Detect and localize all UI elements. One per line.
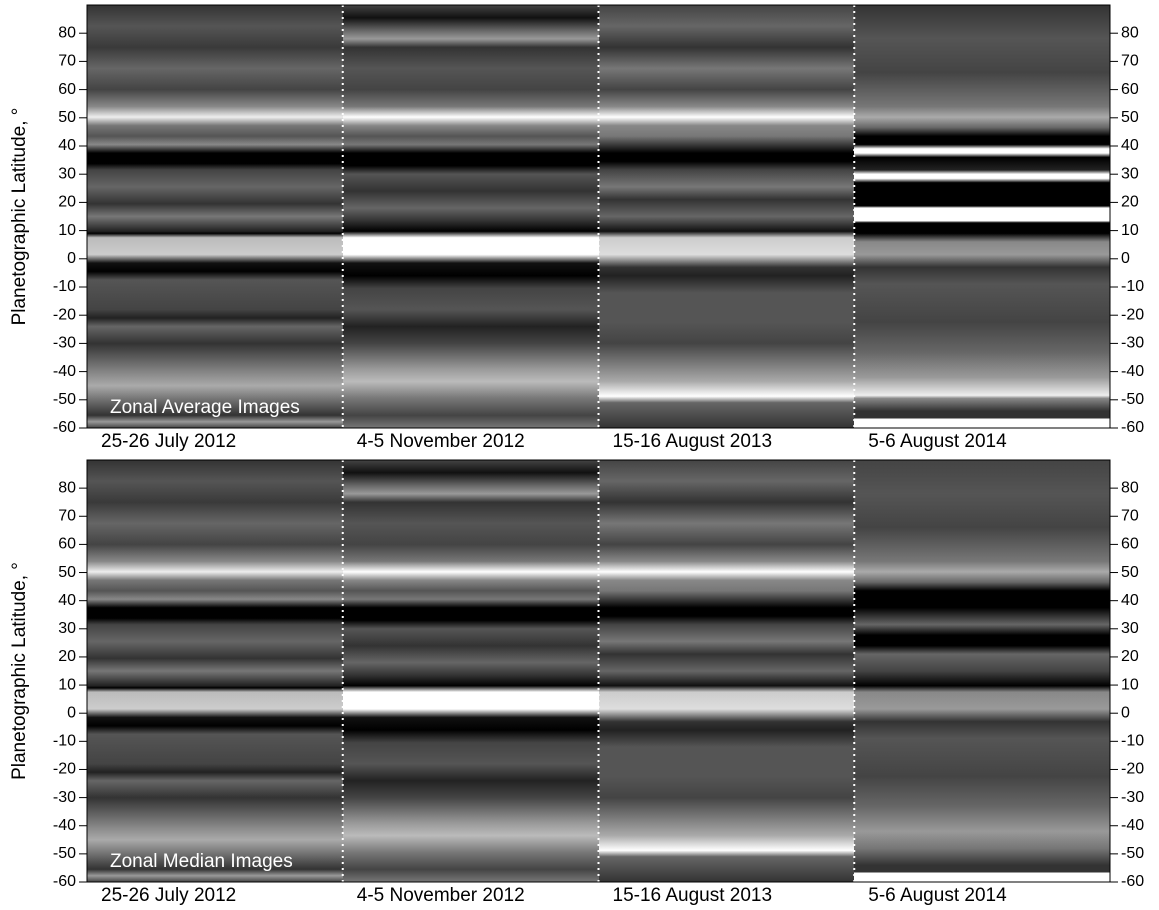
x-category-label: 15-16 August 2013 <box>613 431 773 452</box>
y-tick-label-right: -60 <box>1121 873 1144 890</box>
y-tick-label-right: 40 <box>1121 592 1139 609</box>
y-tick-label-right: 0 <box>1121 704 1130 721</box>
y-tick-label: 60 <box>58 81 76 98</box>
y-tick-label: 80 <box>58 24 76 41</box>
y-tick-label-right: -10 <box>1121 278 1144 295</box>
y-axis-title: Planetographic Latitude, ° <box>9 108 30 326</box>
image-strip <box>598 460 855 882</box>
y-tick-label: -10 <box>53 278 76 295</box>
y-tick-label: 20 <box>58 194 76 211</box>
x-category-label: 4-5 November 2012 <box>357 885 525 906</box>
y-tick-label-right: 80 <box>1121 479 1139 496</box>
y-tick-label: 70 <box>58 53 76 70</box>
y-tick-label-right: 40 <box>1121 137 1139 154</box>
x-category-label: 15-16 August 2013 <box>613 885 773 906</box>
x-category-label: 5-6 August 2014 <box>868 431 1007 452</box>
y-tick-label-right: 10 <box>1121 222 1139 239</box>
y-tick-label-right: 30 <box>1121 620 1139 637</box>
image-strip <box>87 460 343 882</box>
y-tick-label: 20 <box>58 648 76 665</box>
image-strip <box>87 5 343 428</box>
y-tick-label-right: 70 <box>1121 507 1139 524</box>
x-category-label: 25-26 July 2012 <box>101 885 236 906</box>
y-tick-label: -60 <box>53 419 76 436</box>
image-strip <box>342 5 599 428</box>
y-axis-title: Planetographic Latitude, ° <box>9 562 30 780</box>
image-strip <box>854 5 1110 428</box>
y-tick-label-right: 0 <box>1121 250 1130 267</box>
y-tick-label: 60 <box>58 536 76 553</box>
y-tick-label: -20 <box>53 306 76 323</box>
annotation: Zonal Median Images <box>110 851 293 872</box>
y-tick-label-right: 50 <box>1121 564 1139 581</box>
y-tick-label: -10 <box>53 733 76 750</box>
y-tick-label: 30 <box>58 620 76 637</box>
y-tick-label: 30 <box>58 165 76 182</box>
y-tick-label: 70 <box>58 507 76 524</box>
y-tick-label-right: 10 <box>1121 676 1139 693</box>
y-tick-label: -30 <box>53 789 76 806</box>
y-tick-label-right: 60 <box>1121 81 1139 98</box>
plot-frame <box>86 459 1111 883</box>
y-tick-label: 0 <box>67 704 76 721</box>
image-strip <box>854 460 1110 882</box>
y-tick-label: 50 <box>58 564 76 581</box>
y-tick-label: -50 <box>53 391 76 408</box>
y-tick-label-right: 80 <box>1121 24 1139 41</box>
x-category-label: 5-6 August 2014 <box>868 885 1007 906</box>
y-tick-label-right: 20 <box>1121 648 1139 665</box>
y-tick-label: 10 <box>58 676 76 693</box>
y-tick-label: 80 <box>58 479 76 496</box>
y-tick-label: 10 <box>58 222 76 239</box>
x-category-label: 25-26 July 2012 <box>101 431 236 452</box>
y-tick-label-right: -20 <box>1121 306 1144 323</box>
y-tick-label-right: 60 <box>1121 536 1139 553</box>
y-tick-label: 50 <box>58 109 76 126</box>
y-tick-label-right: 20 <box>1121 194 1139 211</box>
y-tick-label: -40 <box>53 817 76 834</box>
y-tick-label-right: -40 <box>1121 363 1144 380</box>
y-tick-label-right: -50 <box>1121 391 1144 408</box>
y-tick-label: -20 <box>53 761 76 778</box>
y-tick-label-right: -50 <box>1121 845 1144 862</box>
y-tick-label: -50 <box>53 845 76 862</box>
annotation: Zonal Average Images <box>110 397 300 418</box>
x-category-label: 4-5 November 2012 <box>357 431 525 452</box>
y-tick-label-right: -40 <box>1121 817 1144 834</box>
y-tick-label: -40 <box>53 363 76 380</box>
y-tick-label-right: -20 <box>1121 761 1144 778</box>
y-tick-label-right: -10 <box>1121 733 1144 750</box>
y-tick-label-right: -30 <box>1121 789 1144 806</box>
y-tick-label: -30 <box>53 335 76 352</box>
y-tick-label-right: -30 <box>1121 335 1144 352</box>
y-tick-label: -60 <box>53 873 76 890</box>
y-tick-label: 40 <box>58 592 76 609</box>
y-tick-label: 0 <box>67 250 76 267</box>
y-tick-label-right: 30 <box>1121 165 1139 182</box>
image-strip <box>342 460 599 882</box>
y-tick-label-right: -60 <box>1121 419 1144 436</box>
y-tick-label-right: 50 <box>1121 109 1139 126</box>
plot-frame <box>86 4 1111 429</box>
y-tick-label: 40 <box>58 137 76 154</box>
image-strip <box>598 5 855 428</box>
y-tick-label-right: 70 <box>1121 53 1139 70</box>
